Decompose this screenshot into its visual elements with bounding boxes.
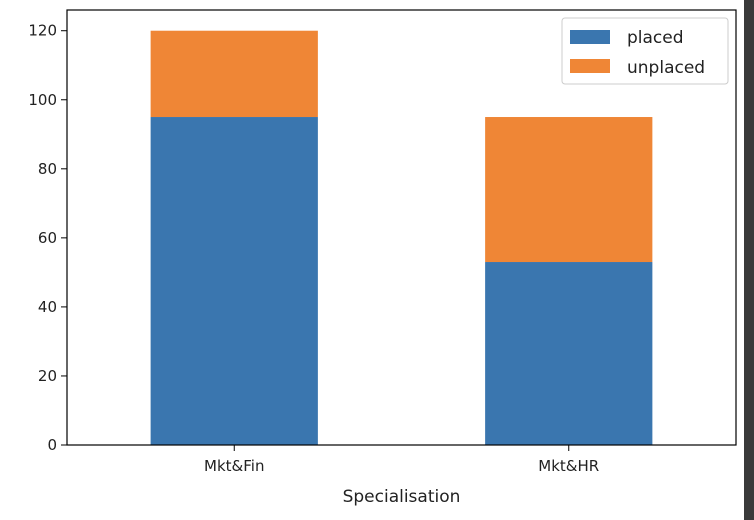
y-tick-label: 120 bbox=[28, 22, 57, 40]
y-tick-label: 0 bbox=[47, 436, 57, 454]
y-tick-label: 80 bbox=[38, 160, 57, 178]
y-axis-ticks: 0 20 40 60 80 100 120 bbox=[28, 22, 67, 454]
bar-placed-2 bbox=[485, 262, 653, 445]
bar-placed-1 bbox=[150, 117, 318, 446]
window-edge bbox=[744, 0, 754, 520]
bars-group bbox=[150, 30, 653, 446]
x-tick-label: Mkt&Fin bbox=[204, 457, 264, 475]
plot-area-border bbox=[66, 9, 737, 446]
legend-swatch-placed bbox=[570, 30, 610, 44]
legend-label-unplaced: unplaced bbox=[627, 58, 705, 78]
y-tick-label: 60 bbox=[38, 229, 57, 247]
y-tick-label: 100 bbox=[28, 91, 57, 109]
x-tick-label: Mkt&HR bbox=[538, 457, 599, 475]
x-axis-label: Specialisation bbox=[343, 487, 461, 507]
y-tick-label: 40 bbox=[38, 298, 57, 316]
x-axis-ticks: Mkt&Fin Mkt&HR bbox=[204, 445, 599, 475]
legend-swatch-unplaced bbox=[570, 59, 610, 73]
bar-unplaced-2 bbox=[485, 117, 653, 263]
legend: placed unplaced bbox=[561, 17, 729, 85]
y-tick-label: 20 bbox=[38, 367, 57, 385]
legend-label-placed: placed bbox=[627, 28, 684, 48]
bar-unplaced-1 bbox=[150, 30, 318, 118]
